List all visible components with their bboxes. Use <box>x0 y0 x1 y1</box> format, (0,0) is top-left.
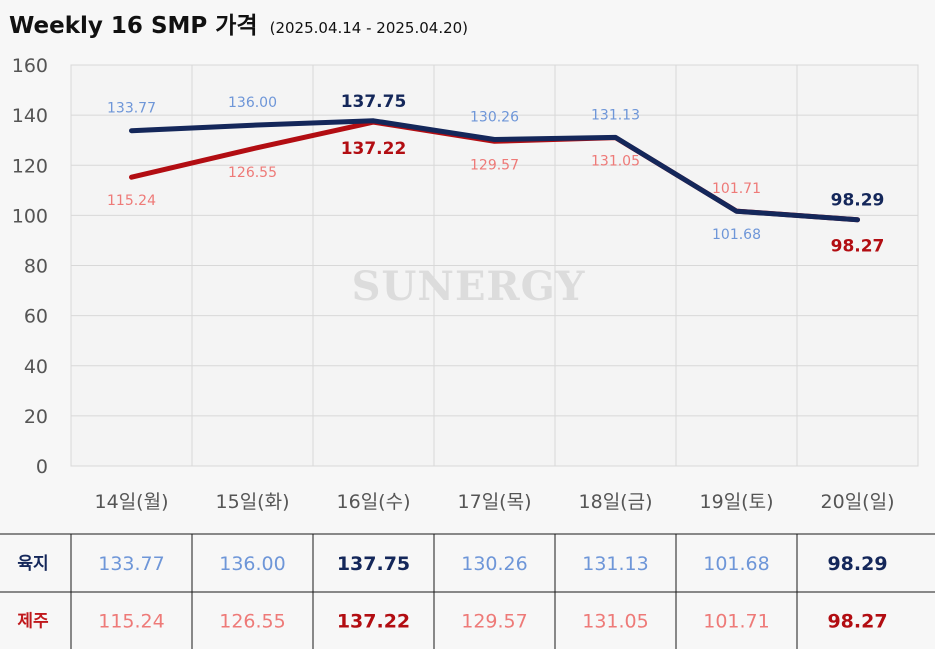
data-label-jeju: 115.24 <box>107 193 156 209</box>
table-cell-land: 101.68 <box>703 553 769 575</box>
data-label-land: 137.75 <box>341 92 407 112</box>
series-line-land <box>129 118 860 223</box>
y-tick-label: 60 <box>24 306 48 328</box>
x-tick-label: 16일(수) <box>337 491 411 513</box>
data-label-jeju: 126.55 <box>228 165 277 181</box>
table-cell-jeju: 131.05 <box>582 611 648 633</box>
y-tick-label: 160 <box>12 55 48 77</box>
chart-subtitle: (2025.04.14 - 2025.04.20) <box>269 19 469 37</box>
x-tick-label: 17일(목) <box>458 491 532 513</box>
table-cell-jeju: 137.22 <box>337 611 410 633</box>
x-tick-label: 15일(화) <box>216 491 290 513</box>
table-cell-jeju: 98.27 <box>827 611 887 633</box>
table-cell-land: 98.29 <box>827 553 887 575</box>
y-tick-label: 120 <box>12 155 48 177</box>
chart-title-text: Weekly 16 SMP 가격 <box>9 13 258 39</box>
table-row-label-land: 육지 <box>17 554 48 574</box>
chart-title: Weekly 16 SMP 가격 (2025.04.14 - 2025.04.2… <box>9 6 468 40</box>
x-tick-label: 18일(금) <box>579 491 653 513</box>
table-cell-land: 131.13 <box>582 553 648 575</box>
table-row-label-jeju: 제주 <box>17 612 49 632</box>
data-label-land: 131.13 <box>591 107 640 123</box>
data-label-jeju: 98.27 <box>831 237 885 257</box>
table-cell-land: 137.75 <box>337 553 410 575</box>
y-tick-label: 40 <box>24 356 48 378</box>
data-label-land: 98.29 <box>831 191 885 211</box>
x-tick-label: 14일(월) <box>95 491 169 513</box>
x-tick-label: 20일(일) <box>821 491 895 513</box>
table-cell-land: 136.00 <box>219 553 285 575</box>
y-tick-label: 0 <box>36 456 48 478</box>
y-tick-label: 80 <box>24 256 48 278</box>
table-cell-land: 133.77 <box>98 553 164 575</box>
y-tick-label: 100 <box>12 205 48 227</box>
table-cell-jeju: 129.57 <box>461 611 527 633</box>
table-cell-jeju: 115.24 <box>98 611 164 633</box>
x-tick-label: 19일(토) <box>700 491 774 513</box>
data-label-land: 133.77 <box>107 101 156 117</box>
table-cell-jeju: 126.55 <box>219 611 285 633</box>
data-label-jeju: 101.71 <box>712 181 761 197</box>
data-label-land: 130.26 <box>470 110 519 126</box>
y-tick-label: 140 <box>12 105 48 127</box>
table-cell-land: 130.26 <box>461 553 527 575</box>
data-label-jeju: 137.22 <box>341 139 407 159</box>
data-label-jeju: 131.05 <box>591 154 640 170</box>
data-label-jeju: 129.57 <box>470 157 519 173</box>
watermark: SUNERGY <box>352 263 586 310</box>
data-label-land: 101.68 <box>712 227 761 243</box>
y-tick-label: 20 <box>24 406 48 428</box>
data-label-land: 136.00 <box>228 95 277 111</box>
table-cell-jeju: 101.71 <box>703 611 769 633</box>
